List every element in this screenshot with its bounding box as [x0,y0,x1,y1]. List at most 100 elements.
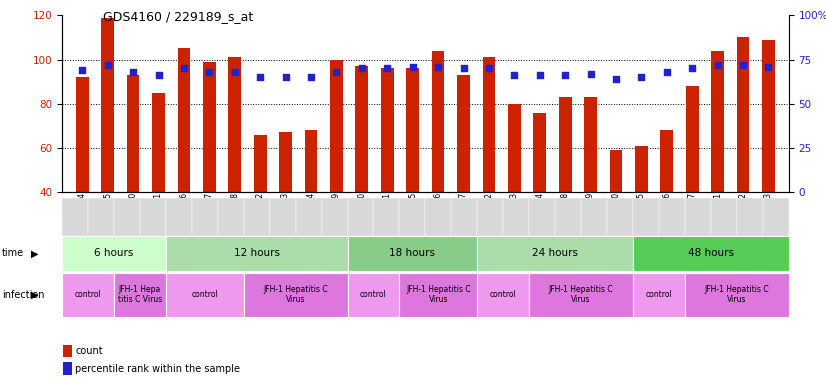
Text: GSM523821: GSM523821 [382,192,392,238]
Text: GSM523807: GSM523807 [459,192,468,238]
Bar [635,146,648,192]
Text: JFH-1 Hepatitis C
Virus: JFH-1 Hepatitis C Virus [705,285,769,305]
Point [254,74,267,80]
Bar [482,57,496,192]
Text: GSM523812: GSM523812 [738,192,748,238]
Bar [381,68,394,192]
Point [431,63,444,70]
Point [737,62,750,68]
Point [762,63,775,70]
Point [228,69,241,75]
Point [457,65,470,71]
Point [381,65,394,71]
Bar [62,273,114,317]
Text: control: control [646,290,672,299]
Bar [76,77,88,192]
Point [635,74,648,80]
Text: GSM523823: GSM523823 [510,192,519,238]
Bar [166,198,192,236]
Bar [330,60,343,192]
Point [508,72,521,78]
Bar [229,57,241,192]
Bar [607,198,633,236]
Text: GSM523818: GSM523818 [230,192,240,238]
Text: control: control [360,290,387,299]
Bar [763,198,789,236]
Text: JFH-1 Hepatitis C
Virus: JFH-1 Hepatitis C Virus [263,285,328,305]
Bar [400,273,477,317]
Bar [102,18,114,192]
Bar [62,236,166,271]
Bar [661,130,673,192]
Bar [737,198,763,236]
Bar [355,66,368,192]
Bar [296,198,321,236]
Bar [114,273,166,317]
Text: GSM523827: GSM523827 [688,192,697,238]
Text: GSM523801: GSM523801 [154,192,163,238]
Bar [457,75,470,192]
Point [610,76,623,82]
Text: GSM523820: GSM523820 [358,192,367,238]
Bar [321,198,348,236]
Text: GSM523816: GSM523816 [179,192,188,238]
Point [584,71,597,77]
Text: JFH-1 Hepatitis C
Virus: JFH-1 Hepatitis C Virus [406,285,471,305]
Text: 24 hours: 24 hours [532,248,578,258]
Text: GSM523824: GSM523824 [535,192,544,238]
Bar [62,198,88,236]
Bar [685,273,789,317]
Text: 18 hours: 18 hours [389,248,435,258]
Bar [348,273,400,317]
Point [305,74,318,80]
Point [711,62,724,68]
Text: GSM523806: GSM523806 [434,192,443,238]
Bar [279,132,292,192]
Text: GDS4160 / 229189_s_at: GDS4160 / 229189_s_at [103,10,254,23]
Text: infection: infection [2,290,44,300]
Text: 12 hours: 12 hours [234,248,280,258]
Text: GSM523815: GSM523815 [103,192,112,238]
Bar [244,198,269,236]
Point [406,63,420,70]
Text: control: control [74,290,102,299]
Bar [711,198,737,236]
Bar [529,198,555,236]
Bar [63,362,72,375]
Point [482,65,496,71]
Bar [610,150,622,192]
Point [279,74,292,80]
Text: JFH-1 Hepatitis C
Virus: JFH-1 Hepatitis C Virus [548,285,614,305]
Bar [529,273,633,317]
Text: GSM523803: GSM523803 [281,192,290,238]
Bar [659,198,685,236]
Bar [305,130,317,192]
Bar [140,198,166,236]
Bar [477,236,633,271]
Text: GSM523811: GSM523811 [713,192,722,238]
Point [101,62,114,68]
Point [76,67,89,73]
Bar [166,236,348,271]
Bar [582,198,607,236]
Text: control: control [192,290,218,299]
Bar [152,93,165,192]
Bar [126,75,140,192]
Text: time: time [2,248,24,258]
Bar [406,68,419,192]
Bar [477,273,529,317]
Text: GSM523802: GSM523802 [256,192,264,238]
Point [178,65,191,71]
Point [558,72,572,78]
Text: ▶: ▶ [31,290,39,300]
Text: GSM523813: GSM523813 [764,192,773,238]
Bar [534,113,546,192]
Text: GSM523817: GSM523817 [205,192,214,238]
Bar [192,198,218,236]
Text: control: control [490,290,516,299]
Point [533,72,546,78]
Text: count: count [75,346,103,356]
Bar [400,198,425,236]
Bar [114,198,140,236]
Point [126,69,140,75]
